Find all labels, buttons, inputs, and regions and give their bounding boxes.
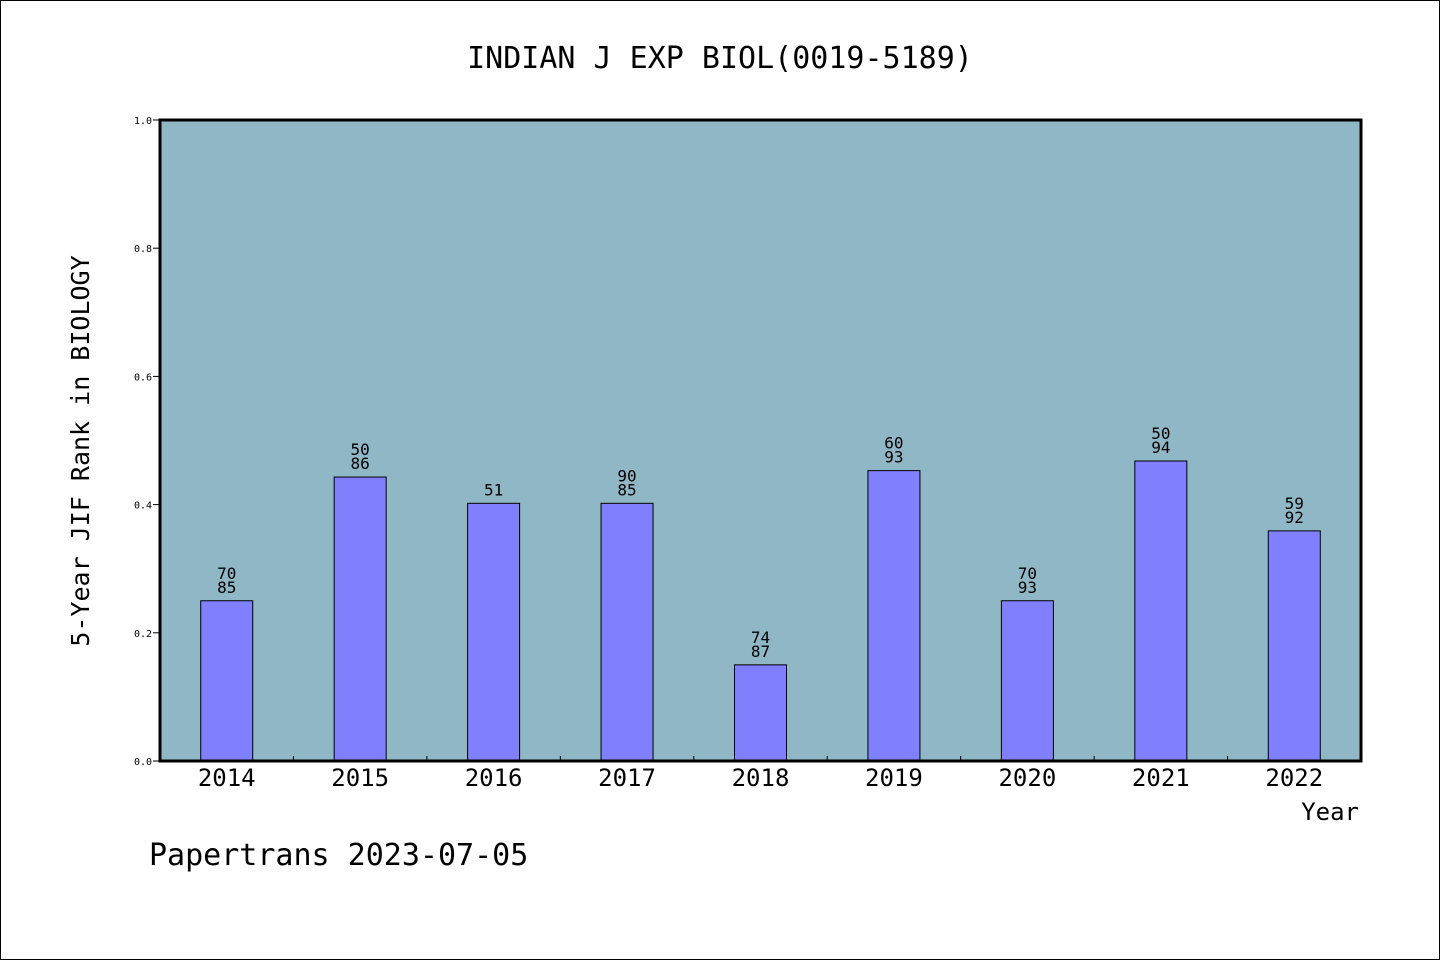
bar-2018	[734, 664, 787, 762]
bar-2016	[467, 502, 521, 762]
data-label: 74	[751, 628, 770, 647]
data-label: 93	[884, 448, 903, 467]
x-axis-label: Year	[1301, 798, 1359, 826]
data-label: 87	[751, 642, 770, 661]
bar-2022	[1267, 530, 1321, 762]
bar-2017	[600, 502, 654, 762]
data-label: 50	[1151, 424, 1170, 443]
data-label: 70	[1018, 564, 1037, 583]
x-tick-label: 2020	[998, 764, 1056, 792]
data-label: 60	[884, 434, 903, 453]
data-label: 85	[617, 480, 636, 499]
y-tick-label: 0.8	[134, 244, 152, 255]
x-tick-label: 2019	[865, 764, 923, 792]
y-tick-label: 0.6	[134, 372, 152, 383]
data-label: 94	[1151, 438, 1170, 457]
data-label: 59	[1285, 494, 1304, 513]
plot-border	[158, 118, 1363, 763]
x-tick-label: 2017	[598, 764, 656, 792]
x-tick-label: 2016	[465, 764, 523, 792]
bar-2020	[1000, 600, 1054, 762]
bar-2021	[1134, 460, 1188, 762]
y-tick-label: 0.0	[134, 757, 152, 768]
x-tick-label: 2014	[198, 764, 256, 792]
chart-title: INDIAN J EXP BIOL(0019-5189)	[467, 41, 973, 76]
footer-text: Papertrans 2023-07-05	[149, 838, 528, 873]
y-tick-label: 0.2	[134, 629, 152, 640]
bar-2015	[333, 476, 387, 762]
x-tick-label: 2021	[1132, 764, 1190, 792]
data-label: 92	[1285, 508, 1304, 527]
data-label: 86	[351, 454, 370, 473]
y-tick-label: 1.0	[134, 116, 152, 127]
data-label: 70	[217, 564, 236, 583]
bar-2014	[200, 600, 254, 762]
y-tick-label: 0.4	[134, 501, 152, 512]
data-label: 85	[217, 578, 236, 597]
x-tick-label: 2018	[732, 764, 790, 792]
data-label: 51	[484, 480, 503, 499]
data-label: 50	[351, 440, 370, 459]
x-tick-label: 2022	[1265, 764, 1323, 792]
x-tick-label: 2015	[331, 764, 389, 792]
data-label: 93	[1018, 578, 1037, 597]
bar-2019	[867, 470, 921, 762]
data-label: 90	[617, 466, 636, 485]
y-axis-label: 5-Year JIF Rank in BIOLOGY	[66, 255, 95, 646]
